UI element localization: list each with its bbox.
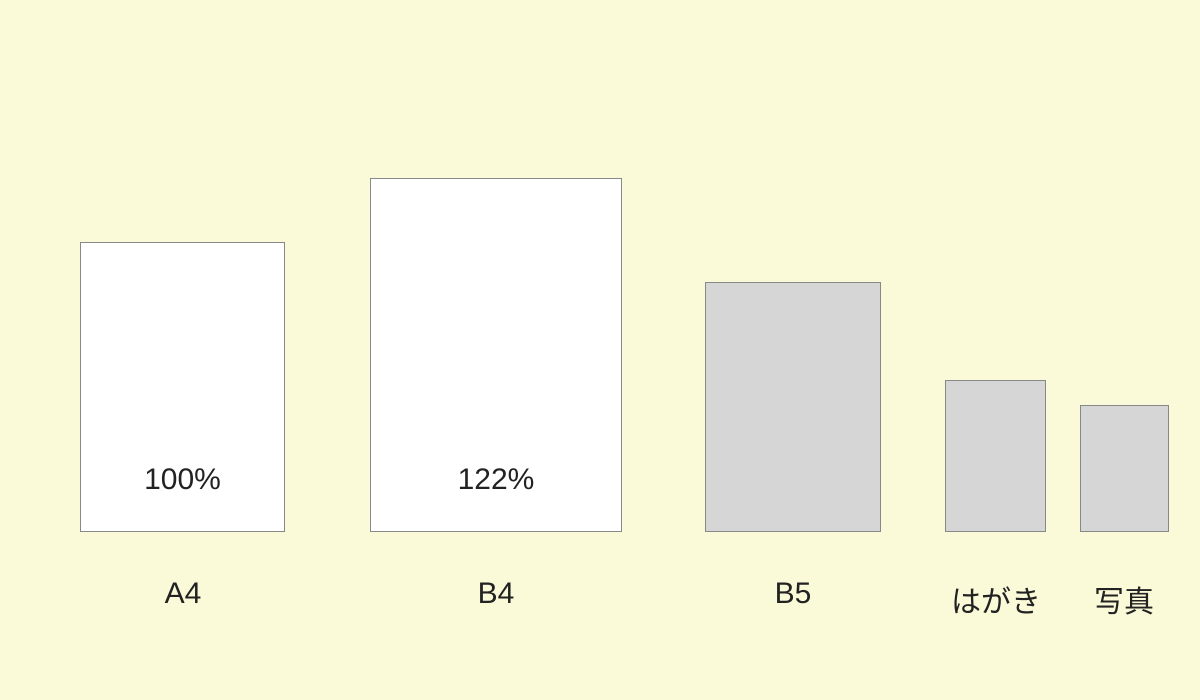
sheet-a4-label: A4 <box>63 577 303 611</box>
sheet-photo-label: 写真 <box>1004 577 1200 621</box>
sheet-b4-pct: 122% <box>458 463 535 497</box>
sheet-b4-label: B4 <box>376 577 616 611</box>
sheet-b4: 122% <box>370 178 622 532</box>
sheet-b5 <box>705 282 881 532</box>
paper-size-diagram: 100%A4122%B4B5はがき写真 <box>0 0 1200 700</box>
sheet-photo <box>1080 405 1169 532</box>
sheet-a4: 100% <box>80 242 285 532</box>
sheet-a4-pct: 100% <box>144 463 221 497</box>
sheet-hagaki <box>945 380 1046 532</box>
